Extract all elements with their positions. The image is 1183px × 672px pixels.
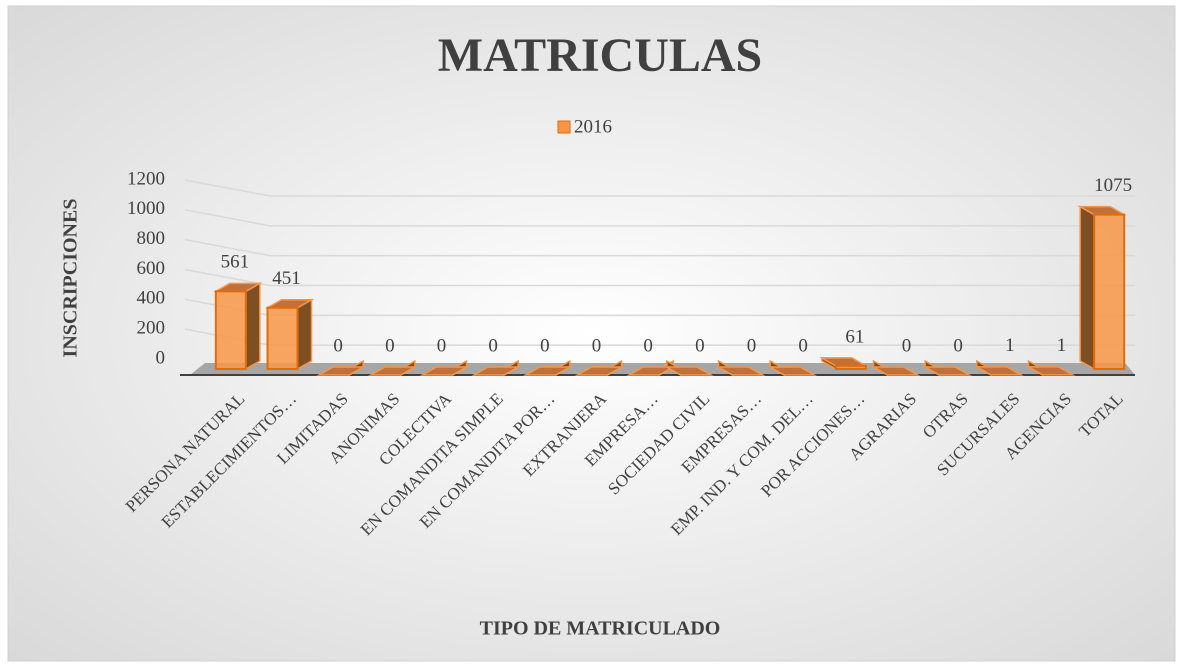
data-label: 451 — [272, 268, 301, 289]
bar-top — [316, 366, 366, 376]
x-axis-title: TIPO DE MATRICULADO — [480, 618, 721, 640]
bar-top — [419, 366, 470, 376]
grid-line — [184, 179, 1135, 197]
bar-top — [715, 366, 766, 376]
data-label: 0 — [437, 335, 447, 356]
data-label: 0 — [333, 335, 343, 356]
bar-top — [974, 366, 1024, 376]
data-label: 0 — [385, 335, 395, 356]
data-label: 0 — [695, 335, 705, 356]
bar — [214, 290, 247, 371]
data-label: 0 — [798, 335, 808, 356]
bar-top — [922, 366, 972, 376]
bar-side — [296, 298, 313, 371]
y-tick-label: 600 — [137, 258, 166, 279]
grid-line — [184, 268, 1135, 287]
legend-label: 2016 — [574, 116, 612, 137]
y-tick-label: 800 — [137, 228, 166, 249]
data-label: 0 — [592, 335, 602, 356]
bar-top — [471, 366, 521, 376]
bar-top — [368, 366, 418, 376]
legend-swatch — [557, 120, 571, 134]
data-label: 0 — [902, 335, 912, 356]
bar-top — [1025, 366, 1076, 376]
data-label: 561 — [221, 252, 250, 273]
y-axis-title: INSCRIPCIONES — [60, 199, 82, 358]
bar — [1093, 213, 1126, 370]
bar-top — [870, 366, 921, 376]
data-label: 0 — [488, 335, 498, 356]
chart-area — [7, 5, 1176, 662]
bar-side — [1079, 205, 1095, 371]
bar — [266, 306, 299, 370]
data-label: 1075 — [1094, 175, 1132, 196]
data-label: 1 — [1057, 335, 1067, 356]
data-label: 0 — [953, 335, 963, 356]
y-tick-label: 0 — [156, 347, 166, 368]
bar-side — [245, 282, 261, 371]
bar-top — [767, 366, 817, 376]
bar — [834, 364, 867, 371]
y-tick-label: 1200 — [127, 168, 165, 189]
bar-top — [523, 366, 573, 376]
data-label: 0 — [540, 335, 550, 356]
bar-top — [574, 366, 625, 376]
data-label: 1 — [1005, 335, 1015, 356]
chart-title: MATRICULAS — [438, 29, 762, 82]
grid-line — [184, 238, 1135, 257]
y-tick-label: 400 — [137, 288, 166, 309]
bar-top — [664, 366, 714, 376]
data-label: 0 — [643, 335, 653, 356]
y-tick-label: 1000 — [127, 198, 165, 219]
data-label: 61 — [845, 326, 864, 347]
data-label: 0 — [747, 335, 757, 356]
y-tick-label: 200 — [137, 318, 166, 339]
grid-line — [184, 209, 1135, 227]
